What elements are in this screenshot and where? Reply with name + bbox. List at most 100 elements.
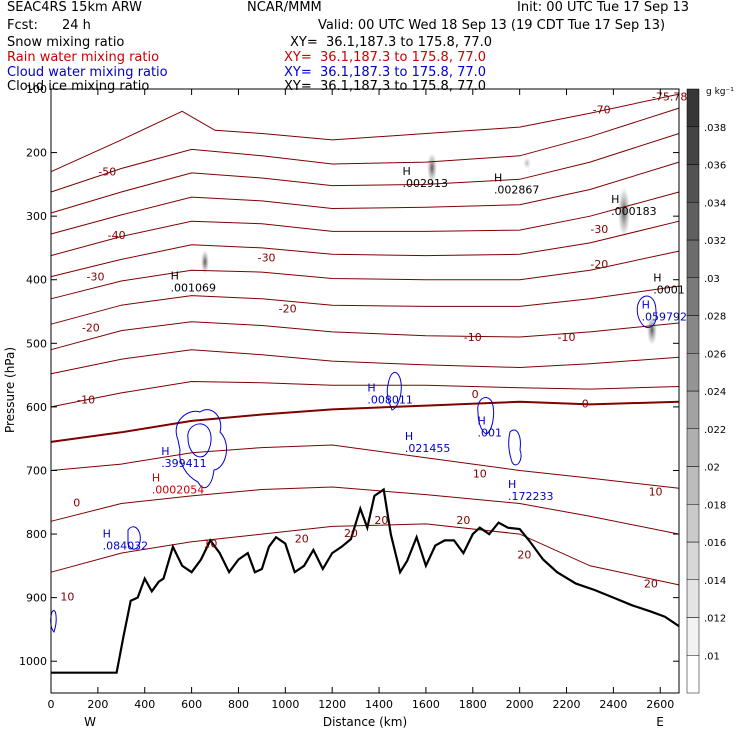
colorbar: .01 .012 .014 .016 .018 .02 .022 .024 .026 .028 .0…: [686, 88, 726, 694]
colorbar-tick-label: .038: [704, 123, 726, 134]
maximum-marker: H: [653, 271, 661, 284]
shade-blob: [618, 187, 630, 237]
cloud-contour: [477, 397, 495, 435]
colorbar-swatch: [686, 655, 700, 694]
colorbar-swatch: [686, 202, 700, 241]
cloud-contour: [386, 371, 402, 411]
maximum-marker: H: [494, 171, 502, 184]
isotherm-line: [50, 107, 680, 193]
isotherm-line: [50, 444, 680, 489]
cloud-water-contours: [50, 295, 657, 633]
x-tick-label: 1400: [365, 698, 393, 711]
y-tick-label: 700: [26, 464, 47, 477]
isotherm-label: -10: [77, 393, 95, 406]
maximum-value: .000183: [611, 205, 657, 218]
shade-blob: [523, 157, 531, 169]
colorbar-swatch: [686, 579, 700, 618]
isotherm-label: 10: [60, 590, 74, 603]
isotherm-line: [50, 321, 680, 351]
y-tick-label: 900: [26, 592, 47, 605]
x-tick-label: 800: [228, 698, 249, 711]
isotherm-label: 0: [582, 398, 589, 411]
maximum-value: .399411: [161, 457, 207, 470]
field-rain-name: Rain water mixing ratio: [7, 50, 160, 65]
maximum-value: .059792: [642, 311, 688, 324]
maximum-value: .001: [478, 426, 503, 439]
field-cloudice-xy: XY= 36.1,187.3 to 175.8, 77.0: [284, 79, 487, 94]
maximum-value: .001069: [171, 281, 217, 294]
field-cloudwater-name: Cloud water mixing ratio: [7, 65, 168, 80]
y-tick-label: 100: [26, 83, 47, 96]
isotherm-label: 10: [473, 468, 487, 481]
colorbar-swatch: [686, 428, 700, 467]
isotherm-line: [50, 250, 680, 300]
cloud-contour: [508, 429, 522, 466]
isotherm-line: [50, 133, 680, 214]
colorbar-swatch: [686, 466, 700, 505]
maximum-value: .172233: [508, 490, 554, 503]
isotherm-label: -50: [98, 166, 116, 179]
colorbar-tick-label: .01: [704, 651, 720, 662]
isotherm-label: 20: [456, 514, 470, 527]
x-tick-label: 400: [134, 698, 155, 711]
isotherm-labels: -75.78 -70 -50 -30 -40 -30 -20 -30 -20 -10 -10 -20 -…: [60, 91, 687, 604]
valid-time: Valid: 00 UTC Wed 18 Sep 13 (19 CDT Tue …: [318, 18, 666, 33]
maximum-marker: H: [478, 414, 486, 427]
maximum-marker: H: [405, 430, 413, 443]
maximum-marker: H: [171, 269, 179, 282]
isotherm-line: [50, 220, 680, 278]
maximum-value: .084032: [103, 539, 149, 552]
isotherm-label: 20: [374, 514, 388, 527]
colorbar-swatch: [686, 353, 700, 392]
maximum-marker: H: [508, 478, 516, 491]
cloud-contour: [175, 409, 228, 489]
y-axis-label: Pressure (hPa): [3, 347, 17, 433]
maximum-marker: H: [152, 472, 160, 485]
y-tick-label: 800: [26, 528, 47, 541]
mixing-ratio-shading: [201, 153, 657, 345]
isotherm-label: -20: [590, 258, 608, 271]
maximum-value: .002867: [494, 183, 540, 196]
isotherm-label: -70: [593, 103, 611, 116]
isotherm-line: [50, 285, 680, 325]
isotherm-line: [50, 191, 680, 257]
forecast-label: Fcst:: [7, 18, 38, 33]
colorbar-swatch: [686, 126, 700, 165]
isotherm-line: [50, 380, 680, 408]
x-tick-label: 2000: [506, 698, 534, 711]
colorbar-tick-label: .028: [704, 312, 726, 323]
maximum-marker: H: [161, 445, 169, 458]
isotherm-label: 20: [344, 527, 358, 540]
isotherm-label: 0: [73, 496, 80, 509]
isotherm-line: [50, 161, 680, 235]
plot-frame: [50, 88, 680, 694]
x-axis: 0 200 400 600 800 1000 1200 1400 1600 1800 2000 220…: [48, 89, 674, 711]
colorbar-swatch: [686, 504, 700, 543]
x-tick-label: 0: [48, 698, 55, 711]
y-tick-label: 400: [26, 274, 47, 287]
field-cloudwater-xy: XY= 36.1,187.3 to 175.8, 77.0: [284, 65, 487, 80]
isotherm-line: [50, 486, 680, 535]
isotherm-label: 20: [295, 533, 309, 546]
cloud-contour: [50, 610, 57, 633]
maximum-marker: H: [642, 299, 650, 312]
colorbar-swatch: [686, 88, 700, 127]
shade-blob: [201, 250, 209, 274]
colorbar-unit: g kg⁻¹: [706, 87, 734, 97]
terrain-line: [51, 487, 680, 674]
isotherm-label: -30: [258, 251, 276, 264]
x-tick-label: 1800: [459, 698, 487, 711]
colorbar-tick-label: .016: [704, 538, 726, 549]
cloud-contour: [187, 423, 212, 458]
x-tick-label: 1000: [271, 698, 299, 711]
colorbar-tick-label: .02: [704, 463, 720, 474]
y-tick-label: 200: [26, 147, 47, 160]
x-tick-label: 2200: [553, 698, 581, 711]
east-end-label: E: [656, 715, 664, 729]
maximum-marker: H: [103, 527, 111, 540]
isotherm-line: [50, 523, 680, 586]
center-name: NCAR/MMM: [247, 0, 322, 15]
isotherm-label: 10: [649, 485, 663, 498]
maxima-labels: H.002913 H.002867H.000183H.001069H.0001H.…: [103, 165, 687, 552]
x-axis-label: Distance (km): [323, 715, 407, 729]
